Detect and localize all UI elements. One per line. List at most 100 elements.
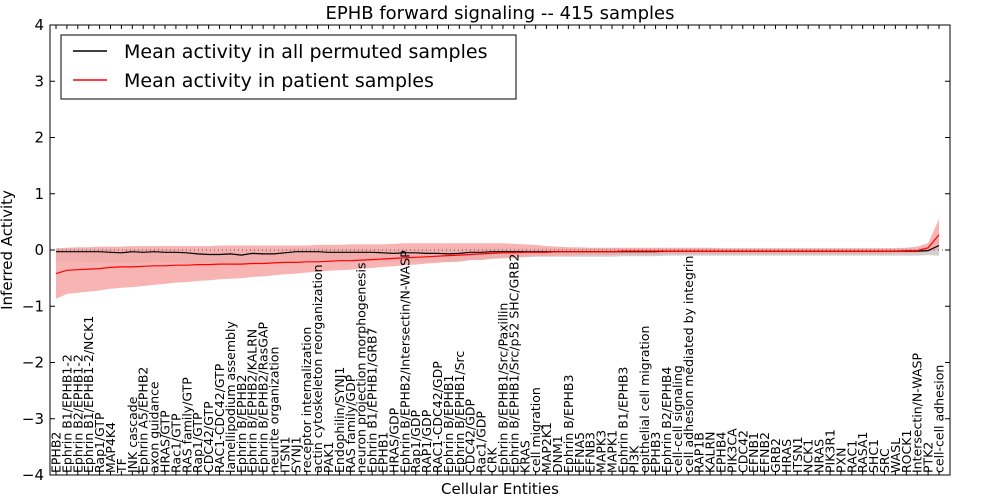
x-tick-label: Ephrin B/EPHB2/KALRN: [245, 329, 260, 473]
x-tick-label: NRAS: [812, 439, 827, 473]
y-tick-label: 1: [34, 185, 44, 203]
x-tick-label: RAC1: [844, 440, 859, 473]
x-tick-label: EFNB1: [746, 432, 761, 473]
x-tick-label: Rap1/GDP: [408, 410, 423, 473]
x-tick-label: RAS family/GDP: [343, 374, 358, 473]
x-tick-label: cell migration: [528, 387, 543, 473]
x-tick-label: ITSN1: [790, 436, 805, 473]
legend-label: Mean activity in all permuted samples: [124, 41, 487, 63]
x-tick-label: SHC1: [866, 439, 881, 473]
x-tick-label: Ephrin B1/EPHB1-2/NCK1: [81, 316, 96, 473]
x-tick-label: Ephrin B2/EPHB1-2: [70, 354, 85, 473]
x-tick-label: actin cytoskeleton reorganization: [310, 264, 325, 473]
x-tick-label: PTK2: [921, 442, 936, 473]
confidence-band-patient: [56, 219, 939, 299]
x-tick-label: Ephrin B2/EPHB4: [659, 367, 674, 473]
series-line-patient: [55, 234, 940, 275]
x-tick-label: Ephrin B1/EPHB1/GRB7: [365, 328, 380, 473]
x-tick-label: HRAS/GDP: [386, 407, 401, 473]
x-tick-label: Rap1/GTP: [190, 412, 205, 473]
x-tick-label: HRAS: [779, 439, 794, 473]
x-tick-label: MAP2K1: [539, 422, 554, 473]
x-tick-label: PIK3R1: [823, 429, 838, 473]
x-axis-label: Cellular Entities: [441, 480, 559, 498]
x-tick-label: Ephrin B/EPHB1/Src/p52 SHC/GRB2: [506, 254, 521, 474]
chart-title: EPHB forward signaling -- 415 samples: [326, 3, 675, 24]
x-tick-label: neurite organization: [267, 347, 282, 473]
y-axis-label: Inferred Activity: [0, 190, 16, 310]
x-tick-label: Ephrin B/EPHB3: [561, 375, 576, 473]
x-tick-label: PI3K: [626, 445, 641, 473]
legend-box: [60, 34, 517, 100]
y-tick-label: 2: [34, 129, 44, 147]
x-tick-label: epithelial cell migration: [637, 326, 652, 473]
legend-label: Mean activity in patient samples: [124, 70, 434, 92]
x-tick-label: ITSN1: [277, 436, 292, 473]
x-tick-label: HRAS/GTP: [158, 410, 173, 473]
x-tick-label: RAC1-CDC42/GTP: [212, 363, 227, 473]
confidence-bands: [56, 219, 939, 299]
x-tick-label: EPHB1: [376, 432, 391, 473]
x-tick-label: Rac1/GDP: [474, 411, 489, 473]
x-tick-label: TF: [114, 458, 129, 474]
y-tick-label: 0: [34, 241, 44, 259]
x-tick-label: Ephrin B1/EPHB3: [615, 367, 630, 473]
x-tick-label: KRAS: [517, 440, 532, 473]
x-tick-label: Endophilin/SYNJ1: [332, 367, 347, 473]
x-tick-label: DNM1: [550, 435, 565, 473]
y-axis: −4 −3 −2 −1 0 1 2 3 4: [22, 16, 950, 484]
x-tick-label: Ephrin B/EPHB2: [234, 375, 249, 473]
x-tick-label: CDC42: [735, 430, 750, 473]
x-tick-label: RAP1/GDP: [419, 409, 434, 473]
x-tick-label: NCK1: [801, 439, 816, 473]
x-tick-label: lamellipodium assembly: [223, 321, 238, 473]
y-tick-label: −4: [22, 466, 44, 484]
x-tick-label: Rap1/GTP: [92, 412, 107, 473]
x-tick-label: Ephrin B/EPHB2/RasGAP: [256, 322, 271, 473]
x-tick-label: GRB2: [768, 438, 783, 473]
x-tick-label: EFNB2: [757, 432, 772, 473]
x-tick-label: RAS family/GTP: [179, 377, 194, 473]
x-tick-label: EPHB3: [648, 432, 663, 473]
x-tick-label: neuron projection morphogenesis: [354, 262, 369, 473]
x-tick-label: EPHB4: [714, 432, 729, 473]
y-tick-label: −1: [22, 297, 44, 315]
x-tick-label: Ephrin B/EPHB1: [441, 375, 456, 473]
x-tick-label: cell-cell signaling: [670, 365, 685, 473]
x-tick-label: cell-cell adhesion: [932, 365, 947, 473]
x-tick-label: SYNJ1: [288, 436, 303, 473]
x-tick-label: RAC1-CDC42/GDP: [430, 361, 445, 473]
x-tick-label: CDC42/GDP: [463, 398, 478, 473]
x-tick-label: EPHB2: [49, 432, 64, 473]
y-tick-label: 4: [34, 16, 44, 34]
x-tick-label: Ephrin B1/EPHB1-2: [59, 354, 74, 473]
x-tick-label: Intersectin/N-WASP: [910, 353, 925, 473]
x-tick-label: Ephrin B/EPHB1/Src/Paxillin: [496, 303, 511, 473]
legend: Mean activity in all permuted samples Mea…: [60, 34, 517, 100]
x-tick-label: CRK: [485, 447, 500, 473]
x-tick-label: axon guidance: [147, 381, 162, 473]
x-tick-label: CDC42/GTP: [201, 401, 216, 473]
y-tick-label: −2: [22, 354, 44, 372]
x-tick-label: RAP1B: [692, 432, 707, 473]
x-tick-label: RASA1: [855, 432, 870, 473]
y-tick-label: −3: [22, 410, 44, 428]
x-tick-label: MAPK3: [594, 430, 609, 473]
y-tick-label: 3: [34, 72, 44, 90]
x-tick-label: PAK1: [321, 442, 336, 473]
x-tick-label: ROCK1: [899, 430, 914, 473]
x-tick-label: JNK cascade: [125, 396, 140, 474]
x-tick-label: WASL: [888, 438, 903, 473]
x-tick-label: receptor internalization: [299, 327, 314, 473]
x-tick-label: PIK3CA: [724, 428, 739, 473]
x-tick-label: Rac1/GTP: [168, 413, 183, 473]
x-tick-label: KALRN: [703, 431, 718, 473]
x-tick-label: SRC: [877, 448, 892, 473]
x-tick-label: EFNA5: [572, 432, 587, 473]
x-tick-label: cell adhesion mediated by integrin: [681, 256, 696, 473]
x-tick-label: PXN: [833, 448, 848, 473]
x-tick-label: Ephrin A5/EPHB2: [136, 367, 151, 473]
x-tick-label: MAPK1: [605, 430, 620, 473]
